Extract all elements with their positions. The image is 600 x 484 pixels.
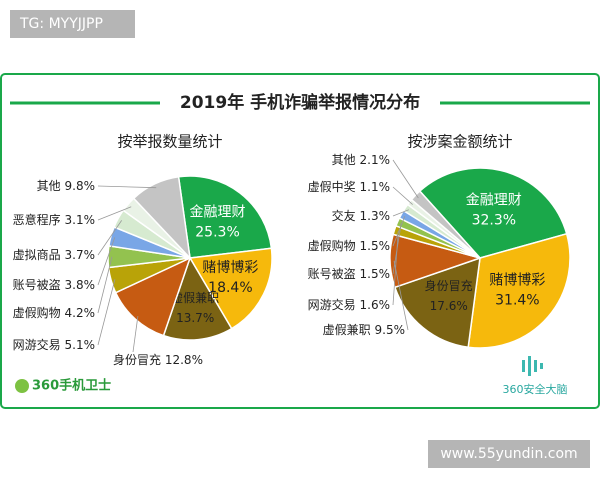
pie-slice: [114, 256, 192, 337]
value-label: 5.1%: [65, 338, 96, 352]
value-label: 2.1%: [360, 153, 391, 167]
slice-label: 身份冒充: [425, 278, 473, 293]
leader-line: [132, 315, 139, 353]
category-label: 账号被盗: [13, 277, 61, 292]
slice-label: 交友 1.3%: [332, 208, 390, 223]
slice-label: 虚拟商品 3.7%: [13, 247, 95, 262]
leader-line: [97, 220, 123, 256]
category-label: 虚假购物: [308, 238, 356, 253]
slice-label: 恶意程序 3.1%: [13, 212, 95, 227]
slice-label: 账号被盗 1.5%: [308, 266, 390, 281]
leader-line: [393, 260, 409, 331]
category-label: 身份冒充: [113, 352, 161, 367]
slice-label: 其他 2.1%: [332, 153, 390, 167]
leader-line: [392, 231, 399, 306]
category-label: 虚假兼职: [323, 323, 371, 337]
value-label: 32.3%: [472, 212, 516, 228]
slice-label: 网游交易 1.6%: [308, 297, 390, 312]
leader-line: [97, 185, 157, 189]
slice-label: 虚假购物 4.2%: [13, 305, 95, 320]
value-label: 1.6%: [360, 298, 391, 312]
value-label: 1.3%: [360, 209, 391, 223]
leader-line: [392, 159, 419, 199]
logo-icon: [15, 379, 29, 393]
value-label: 3.1%: [65, 213, 96, 227]
pie-title: 按涉案金额统计: [407, 133, 512, 151]
category-label: 虚假中奖: [308, 179, 356, 194]
category-label: 恶意程序: [13, 212, 61, 227]
leader-line: [392, 209, 409, 217]
value-label: 25.3%: [195, 224, 239, 240]
category-label: 其他: [37, 179, 61, 193]
slice-label: 赌博博彩: [202, 259, 258, 276]
pie-slice: [162, 256, 233, 341]
slice-label: 虚假兼职: [171, 291, 219, 305]
slice-label: 账号被盗 3.8%: [13, 277, 95, 292]
category-label: 虚假购物: [13, 305, 61, 320]
logo: 360手机卫士: [32, 378, 111, 394]
watermark: TG: MYYJJPP: [19, 16, 103, 32]
chart-title: 2019年 手机诈骗举报情况分布: [180, 92, 420, 113]
value-label: 3.8%: [65, 278, 96, 292]
watermark-box: [428, 440, 590, 468]
value-label: 1.5%: [360, 267, 391, 281]
leader-line: [97, 279, 116, 346]
leader-line: [392, 223, 402, 275]
leader-line: [97, 256, 113, 314]
value-label: 1.5%: [360, 239, 391, 253]
watermark-box: [10, 10, 135, 38]
pie-slice: [188, 247, 273, 330]
value-label: 17.6%: [430, 299, 468, 313]
slice-label: 虚假中奖 1.1%: [308, 179, 390, 194]
logo-icon: [522, 356, 543, 376]
value-label: 31.4%: [495, 292, 539, 308]
value-label: 1.1%: [360, 180, 391, 194]
category-label: 账号被盗: [308, 266, 356, 281]
watermark: www.55yundin.com: [440, 446, 577, 462]
logo: 360安全大脑: [503, 382, 568, 396]
value-label: 12.8%: [165, 353, 203, 367]
slice-label: 金融理财: [190, 204, 246, 220]
slice-label: 网游交易 5.1%: [13, 337, 95, 352]
value-label: 9.8%: [65, 179, 96, 193]
slice-label: 金融理财: [466, 192, 522, 208]
category-label: 其他: [332, 153, 356, 167]
pie-title: 按举报数量统计: [117, 133, 222, 151]
value-label: 3.7%: [65, 248, 96, 262]
pie-slice: [418, 167, 568, 259]
slice-label: 其他 9.8%: [37, 179, 95, 193]
pie-slice: [410, 190, 481, 259]
value-label: 4.2%: [65, 306, 96, 320]
value-label: 18.4%: [208, 280, 252, 296]
pie-slice: [132, 175, 192, 261]
category-label: 虚拟商品: [13, 247, 61, 262]
leader-line: [392, 216, 406, 247]
leader-line: [97, 237, 116, 286]
slice-label: 虚假兼职 9.5%: [323, 323, 405, 337]
leader-line: [392, 186, 413, 205]
pie-slice: [467, 232, 571, 349]
category-label: 网游交易: [13, 337, 61, 352]
pie-slice: [177, 175, 273, 259]
category-label: 交友: [332, 208, 356, 223]
slice-label: 虚假购物 1.5%: [308, 238, 390, 253]
slice-label: 赌博博彩: [489, 271, 545, 288]
value-label: 13.7%: [176, 311, 214, 325]
category-label: 网游交易: [308, 297, 356, 312]
leader-line: [97, 206, 132, 221]
value-label: 9.5%: [375, 323, 406, 337]
slice-label: 身份冒充 12.8%: [113, 352, 203, 367]
